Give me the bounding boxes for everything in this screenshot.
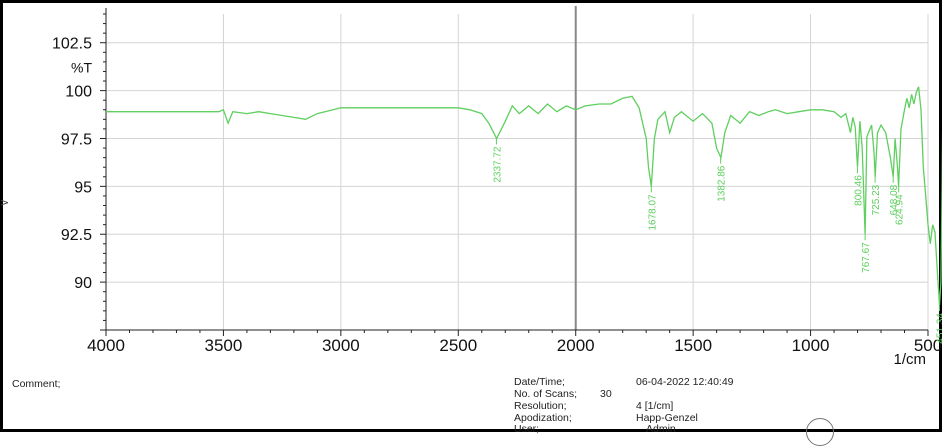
peak-label: 800.46 [853,175,864,206]
chart-frame [0,0,942,432]
info-key: User; [514,423,540,435]
x-tick-label: 500 [914,336,942,355]
y-tick-label: 90 [74,275,92,292]
info-value: 4 [1/cm] [636,400,674,412]
x-unit-label: 1/cm [893,351,926,368]
y-tick-label: 100 [65,84,92,101]
x-tick-label: 3500 [205,336,243,355]
x-tick-label: 1500 [674,336,712,355]
peak-label: 2337.72 [492,146,503,183]
info-value: 30 [600,388,612,400]
ir-spectrum-chart: 4000 3500 3000 2500 2000 1500 1000 500 90 92.5 95 9… [52,6,942,368]
info-value: Admin [646,423,676,435]
y-tick-label: 102.5 [52,36,92,53]
x-tick-label: 4000 [87,336,125,355]
info-key: Resolution; [514,400,567,412]
stamp-circle [806,418,834,446]
scan-info-panel: Date/Time; 06-04-2022 12:40:49 No. of Sc… [514,376,814,435]
x-tick-label: 1000 [792,336,830,355]
peak-label: 767.67 [861,242,872,273]
peak-label: 725.23 [871,184,882,215]
info-value: 06-04-2022 12:40:49 [636,376,734,388]
info-key: Apodization; [514,412,572,424]
y-tick-label: 95 [74,179,92,196]
info-key: Date/Time; [514,376,565,388]
info-value: Happ-Genzel [636,412,698,424]
peak-label: 624.94 [895,194,906,225]
comment-label: Comment; [12,378,61,390]
x-tick-label: 2000 [557,336,595,355]
peak-label: 1678.07 [647,194,658,231]
y-tick-label: 97.5 [61,131,92,148]
x-tick-label: 3000 [322,336,360,355]
peak-label: 648.08 [889,184,900,215]
y-unit-label: %T [71,60,92,76]
peak-label: 451.34 [935,313,942,344]
info-key: No. of Scans; [514,388,578,400]
y-tick-label: 92.5 [61,227,92,244]
peak-label: 1382.86 [717,165,728,202]
x-tick-label: 2500 [439,336,477,355]
side-mark: > [0,196,10,209]
spectrum-line [106,86,942,306]
plot-area [106,14,928,330]
